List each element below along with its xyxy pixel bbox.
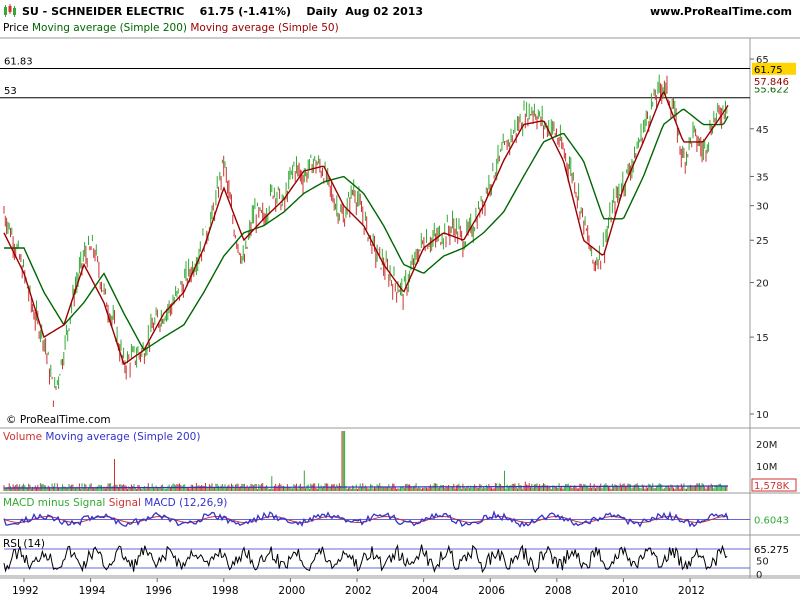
x-tick-label: 2008: [545, 585, 572, 597]
x-tick-label: 2012: [678, 585, 705, 597]
y-tick-label: 30: [756, 202, 769, 213]
x-tick-label: 2006: [478, 585, 505, 597]
legend-macd-line: MACD (12,26,9): [144, 497, 228, 509]
x-tick-label: 2002: [345, 585, 372, 597]
ma200-value-badge: 55.622: [754, 85, 789, 96]
volume-y-tick: 10M: [756, 462, 777, 473]
legend-macd-hist: MACD minus Signal: [3, 497, 106, 509]
volume-badge-bg: [751, 478, 797, 492]
last-price-badge: 61.75: [754, 65, 783, 76]
macd-legend: MACD minus Signal Signal MACD (12,26,9): [3, 497, 227, 509]
price-legend: Price Moving average (Simple 200) Moving…: [3, 22, 339, 34]
x-tick-label: 1992: [12, 585, 39, 597]
y-tick-label: 65: [756, 55, 769, 66]
rsi-y-tick: 0: [756, 570, 762, 581]
legend-ma200: Moving average (Simple 200): [31, 22, 187, 34]
volume-ma-line: [3, 485, 729, 489]
legend-macd-signal: Signal: [108, 497, 141, 509]
macd-line: [3, 510, 729, 528]
ma50-value-badge: 57.846: [754, 77, 789, 88]
volume-value-badge: 1,578K: [754, 481, 790, 492]
x-tick-label: 1994: [79, 585, 106, 597]
legend-volume-ma: Moving average (Simple 200): [45, 431, 201, 443]
macd-value-badge: 0.6043: [754, 516, 789, 527]
rsi-value-badge: 65.275: [754, 545, 789, 556]
rsi-badge-bg: [752, 543, 796, 555]
y-tick-label: 20: [756, 279, 769, 290]
rsi-y-tick: 50: [756, 557, 769, 568]
candlestick-icon: [4, 4, 16, 17]
y-tick-label: 15: [756, 333, 769, 344]
ma200-line: [4, 108, 729, 352]
macd-badge-bg: [752, 513, 796, 526]
x-tick-label: 1996: [145, 585, 172, 597]
y-tick-label: 35: [756, 172, 769, 183]
volume-y-tick: 20M: [756, 440, 777, 451]
y-tick-label: 25: [756, 236, 769, 247]
rsi-line: [3, 543, 728, 574]
y-tick-label: 10: [756, 410, 769, 421]
ma50-value-badge-bg: [752, 75, 796, 88]
legend-price: Price: [3, 22, 29, 34]
source-watermark[interactable]: www.ProRealTime.com: [649, 5, 792, 18]
x-tick-label: 2004: [412, 585, 439, 597]
x-tick-label: 2000: [278, 585, 305, 597]
volume-legend: Volume Moving average (Simple 200): [3, 431, 200, 443]
volume-bars: [3, 431, 728, 491]
chart-title: SU - SCHNEIDER ELECTRIC 61.75 (-1.41%) D…: [22, 5, 424, 18]
hline-label: 53: [4, 86, 17, 97]
x-tick-label: 2010: [611, 585, 638, 597]
ma50-line: [3, 90, 729, 366]
last-price-badge-bg: [752, 62, 796, 75]
copyright-text: © ProRealTime.com: [6, 414, 111, 426]
y-tick-label: 45: [756, 125, 769, 136]
price-bars: [3, 74, 728, 407]
hline-label: 61.83: [4, 57, 33, 68]
chart-header: SU - SCHNEIDER ELECTRIC 61.75 (-1.41%) D…: [0, 0, 800, 22]
x-tick-label: 1998: [212, 585, 239, 597]
legend-volume: Volume: [3, 431, 43, 443]
legend-ma50: Moving average (Simple 50): [190, 22, 339, 34]
rsi-legend: RSI (14): [3, 538, 45, 550]
